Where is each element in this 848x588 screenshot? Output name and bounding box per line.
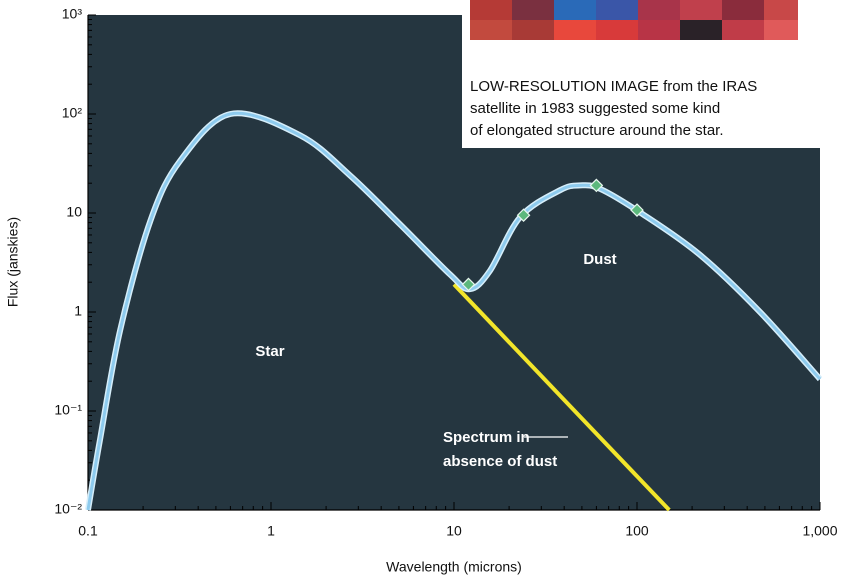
y-tick-label: 10: [66, 204, 82, 220]
y-tick-label: 10²: [62, 105, 83, 121]
spectrum-label: Spectrum in: [443, 429, 530, 446]
x-tick-label: 1,000: [802, 523, 837, 539]
data-point: [461, 277, 476, 292]
caption-line: of elongated structure around the star.: [470, 122, 724, 139]
x-tick-label: 1: [267, 523, 275, 539]
x-tick-label: 0.1: [78, 523, 98, 539]
spectrum-label: absence of dust: [443, 453, 557, 470]
x-tick-label: 10: [446, 523, 462, 539]
y-tick-label: 10⁻²: [54, 501, 82, 517]
data-point: [589, 178, 604, 193]
y-tick-label: 10⁻¹: [54, 402, 82, 418]
y-tick-label: 10³: [62, 6, 83, 22]
x-tick-label: 100: [625, 523, 649, 539]
dust-label: Dust: [583, 251, 616, 268]
data-point: [630, 203, 644, 217]
y-axis-label: Flux (janskies): [5, 217, 21, 307]
y-tick-label: 1: [74, 303, 82, 319]
line: [452, 283, 671, 512]
star-label: Star: [255, 343, 284, 360]
x-axis-label: Wavelength (microns): [386, 559, 522, 575]
caption-line: LOW-RESOLUTION IMAGE from the IRAS: [470, 78, 757, 95]
satellite-image: [466, 0, 802, 44]
data-point: [516, 208, 531, 223]
caption-line: satellite in 1983 suggested some kind: [470, 100, 720, 117]
